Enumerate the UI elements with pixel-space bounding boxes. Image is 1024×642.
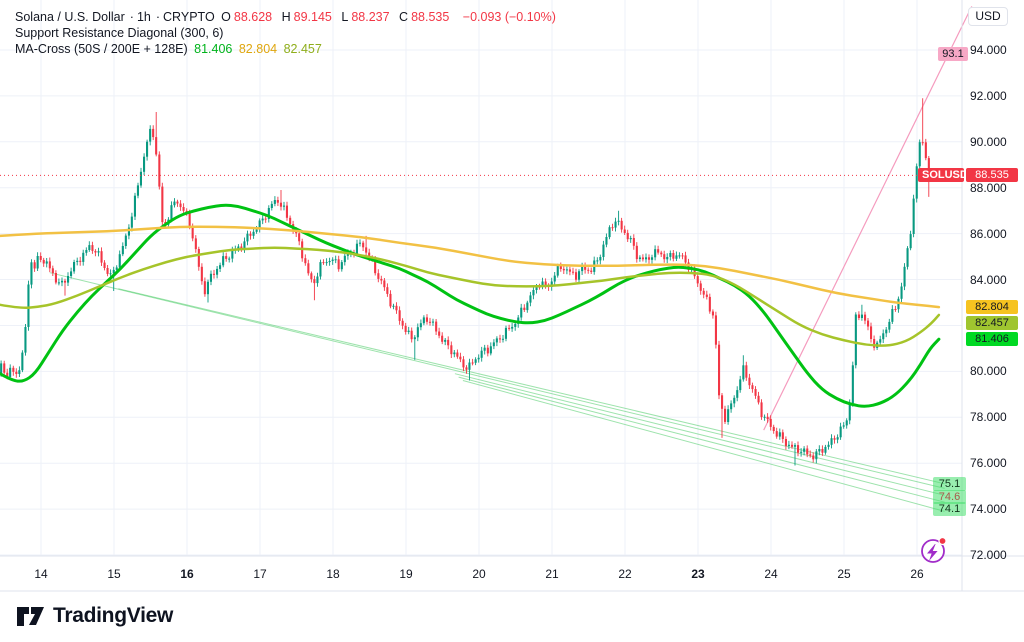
diagonal-target-badge-74.6: 74.6 bbox=[933, 489, 966, 504]
ma-value-50s: 81.406 bbox=[194, 42, 233, 56]
ma-price-badge-82.804: 82.804 bbox=[966, 299, 1018, 314]
legend: Solana / U.S. Dollar · 1h · CRYPTO O 88.628 H… bbox=[15, 9, 559, 57]
ma-price-badge-81.406: 81.406 bbox=[966, 332, 1018, 347]
indicator-name: MA-Cross (50S / 200E + 128E) bbox=[15, 42, 188, 56]
separator-dot: · bbox=[155, 10, 161, 24]
legend-symbol-row[interactable]: Solana / U.S. Dollar · 1h · CRYPTO O 88.628 H… bbox=[15, 9, 559, 25]
ohlc-high: H 89.145 bbox=[281, 10, 332, 24]
candlestick-series[interactable] bbox=[0, 98, 930, 466]
diagonal-target-badge-74.1: 74.1 bbox=[933, 502, 966, 517]
time-tick-14: 14 bbox=[34, 567, 48, 581]
symbol-tag-badge: SOLUSD bbox=[918, 168, 968, 183]
time-tick-19: 19 bbox=[399, 567, 413, 581]
time-tick-22: 22 bbox=[618, 567, 632, 581]
price-change: −0.093 (−0.10%) bbox=[462, 10, 556, 24]
time-tick-15: 15 bbox=[107, 567, 121, 581]
ma-price-badge-82.457: 82.457 bbox=[966, 315, 1018, 330]
price-tick-80.000: 80.000 bbox=[970, 364, 1007, 379]
symbol-interval: 1h bbox=[136, 10, 151, 24]
currency-axis-button[interactable]: USD bbox=[968, 7, 1008, 26]
price-tick-84.000: 84.000 bbox=[970, 272, 1007, 287]
price-tick-74.000: 74.000 bbox=[970, 502, 1007, 517]
time-tick-16: 16 bbox=[180, 567, 194, 581]
price-tick-72.000: 72.000 bbox=[970, 548, 1007, 562]
ma-value-200e: 82.804 bbox=[238, 42, 278, 56]
ma-line-50s[interactable] bbox=[0, 203, 941, 408]
legend-indicator-macross[interactable]: MA-Cross (50S / 200E + 128E) 81.406 82.8… bbox=[15, 41, 559, 57]
ohlc-open: O 88.628 bbox=[221, 10, 273, 24]
tradingview-logo-text: TradingView bbox=[53, 604, 174, 627]
support-resistance-diagonal-lines[interactable] bbox=[49, 272, 945, 512]
separator-dot: · bbox=[129, 10, 134, 24]
time-tick-24: 24 bbox=[764, 567, 778, 581]
trendline-target-badge: 93.1 bbox=[938, 46, 968, 61]
price-tick-94.000: 94.000 bbox=[970, 43, 1007, 57]
time-tick-17: 17 bbox=[253, 567, 267, 581]
grid-lines bbox=[0, 0, 962, 556]
ohlc-low: L 88.237 bbox=[341, 10, 390, 24]
symbol-exchange: CRYPTO bbox=[163, 10, 215, 24]
indicator-name: Support Resistance Diagonal (300, 6) bbox=[15, 26, 224, 40]
axis-borders bbox=[0, 0, 1024, 592]
ma-line-128e[interactable] bbox=[0, 246, 941, 347]
price-tick-90.000: 90.000 bbox=[970, 134, 1007, 149]
lightning-alert-button[interactable] bbox=[921, 536, 947, 563]
time-tick-18: 18 bbox=[326, 567, 340, 581]
ma-line-200e[interactable] bbox=[0, 225, 941, 309]
diagonal-target-badge-75.1: 75.1 bbox=[933, 477, 966, 492]
time-tick-21: 21 bbox=[545, 567, 559, 581]
symbol-title: Solana / U.S. Dollar bbox=[15, 10, 125, 24]
last-price-badge: 88.535 bbox=[966, 168, 1018, 183]
time-tick-20: 20 bbox=[472, 567, 486, 581]
tradingview-logo-icon bbox=[17, 607, 44, 626]
tradingview-logo[interactable]: TradingView bbox=[16, 604, 173, 628]
price-tick-78.000: 78.000 bbox=[970, 410, 1007, 425]
time-tick-23: 23 bbox=[691, 567, 705, 581]
price-tick-76.000: 76.000 bbox=[970, 456, 1007, 471]
ma-value-128e: 82.457 bbox=[283, 42, 322, 56]
price-tick-86.000: 86.000 bbox=[970, 226, 1007, 241]
time-tick-26: 26 bbox=[910, 567, 924, 581]
ohlc-close: C 88.535 bbox=[399, 10, 450, 24]
time-tick-25: 25 bbox=[837, 567, 851, 581]
pink-trendline[interactable] bbox=[763, 6, 973, 431]
price-tick-92.000: 92.000 bbox=[970, 88, 1007, 103]
legend-indicator-srd[interactable]: Support Resistance Diagonal (300, 6) bbox=[15, 25, 559, 41]
price-tick-88.000: 88.000 bbox=[970, 180, 1007, 195]
